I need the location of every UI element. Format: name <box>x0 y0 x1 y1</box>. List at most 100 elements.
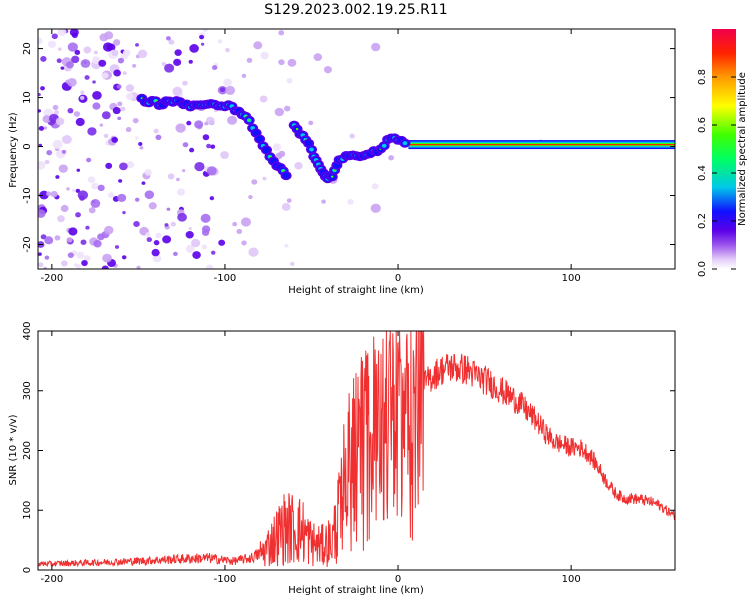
noise-blob <box>204 121 209 126</box>
noise-blob <box>42 115 52 123</box>
noise-blob <box>219 87 226 93</box>
noise-blob <box>155 232 162 239</box>
noise-blob <box>76 251 85 259</box>
noise-blob <box>88 207 96 214</box>
noise-blob <box>201 225 211 234</box>
noise-blob <box>240 217 251 227</box>
noise-blob <box>141 181 146 185</box>
noise-blob <box>286 198 292 203</box>
noise-blob <box>241 240 247 246</box>
noise-blob <box>46 191 52 197</box>
ridge-blob <box>309 147 314 152</box>
noise-blob <box>192 251 201 259</box>
snr-y-label: SNR (10 * v/v) <box>8 414 19 485</box>
noise-blob <box>165 36 171 41</box>
noise-blob <box>52 104 59 110</box>
noise-blob <box>173 58 182 66</box>
colorbar-tick-label: 0.4 <box>697 165 708 181</box>
y-tick-label: 200 <box>22 441 33 460</box>
noise-blob <box>66 237 73 243</box>
x-tick-label: 100 <box>562 574 581 585</box>
noise-blob <box>161 61 167 66</box>
noise-blob <box>164 223 169 227</box>
noise-blob <box>99 123 104 127</box>
noise-blob <box>200 213 211 223</box>
noise-blob <box>38 209 46 218</box>
noise-blob <box>134 197 140 202</box>
noise-blob <box>137 49 148 59</box>
noise-blob <box>274 107 284 117</box>
noise-blob <box>284 105 291 112</box>
noise-blob <box>118 179 123 183</box>
noise-blob <box>56 58 62 63</box>
spectrogram-x-axis: -200 -100 0 100 <box>40 29 581 284</box>
y-tick-label: 20 <box>22 42 33 55</box>
y-tick-label: 10 <box>22 91 33 104</box>
noise-blob <box>308 120 314 126</box>
noise-blob <box>278 59 285 66</box>
noise-blob <box>185 230 194 239</box>
noise-blob <box>370 203 381 213</box>
noise-blob <box>294 161 303 170</box>
noise-blob <box>67 108 74 114</box>
noise-blob <box>101 111 111 120</box>
noise-blob <box>371 42 381 52</box>
noise-blob <box>38 125 45 131</box>
colorbar: 0.0 0.2 0.4 0.6 0.8 Normalized spectral ampl… <box>697 29 748 277</box>
noise-blob <box>74 49 81 56</box>
noise-blob <box>119 162 128 171</box>
noise-blob <box>323 66 332 74</box>
noise-blob <box>278 30 285 36</box>
noise-blob <box>62 135 72 144</box>
noise-blob <box>98 59 107 67</box>
noise-blob <box>248 195 253 200</box>
noise-blob <box>67 252 74 259</box>
noise-blob <box>164 63 175 73</box>
ridge-blob <box>255 135 264 143</box>
noise-blob <box>40 56 47 62</box>
noise-blob <box>61 149 67 154</box>
ridge-blob <box>252 129 260 137</box>
noise-blob <box>176 177 180 182</box>
noise-blob <box>75 188 81 193</box>
noise-blob <box>117 57 125 64</box>
noise-blob <box>125 127 132 133</box>
noise-blob <box>281 203 291 211</box>
colorbar-tick-label: 0.8 <box>697 69 708 85</box>
colorbar-ticks: 0.0 0.2 0.4 0.6 0.8 <box>697 69 736 277</box>
noise-blob <box>173 251 178 257</box>
noise-blob <box>80 90 85 95</box>
noise-blob <box>223 78 233 87</box>
noise-blob <box>172 86 183 96</box>
noise-blob <box>73 111 81 117</box>
noise-blob <box>111 49 119 57</box>
noise-blob <box>97 233 105 241</box>
noise-blob <box>166 207 171 211</box>
noise-blob <box>71 188 76 193</box>
noise-blob <box>68 227 78 236</box>
noise-blob <box>81 260 88 267</box>
noise-blob <box>40 234 47 240</box>
noise-blob <box>112 106 121 115</box>
noise-blob <box>189 44 199 53</box>
noise-blob <box>46 149 53 156</box>
noise-blob <box>262 176 267 181</box>
noise-blob <box>170 221 177 227</box>
noise-blob <box>40 86 45 91</box>
snr-x-axis: -200 -100 0 100 <box>40 331 581 585</box>
noise-blob <box>225 48 230 53</box>
noise-blob <box>103 133 109 139</box>
noise-blob <box>138 142 143 147</box>
noise-blob <box>38 109 42 113</box>
noise-blob <box>251 179 258 185</box>
colorbar-gradient <box>712 29 736 269</box>
noise-blob <box>80 59 91 68</box>
noise-blob <box>185 244 195 253</box>
ridge-blob <box>304 140 313 147</box>
noise-blob <box>83 46 92 54</box>
spectrogram-y-label: Frequency (Hz) <box>8 112 19 188</box>
noise-blob <box>102 42 114 52</box>
noise-blob <box>175 123 186 133</box>
ridge-blob <box>381 143 387 148</box>
noise-blob <box>259 95 268 103</box>
